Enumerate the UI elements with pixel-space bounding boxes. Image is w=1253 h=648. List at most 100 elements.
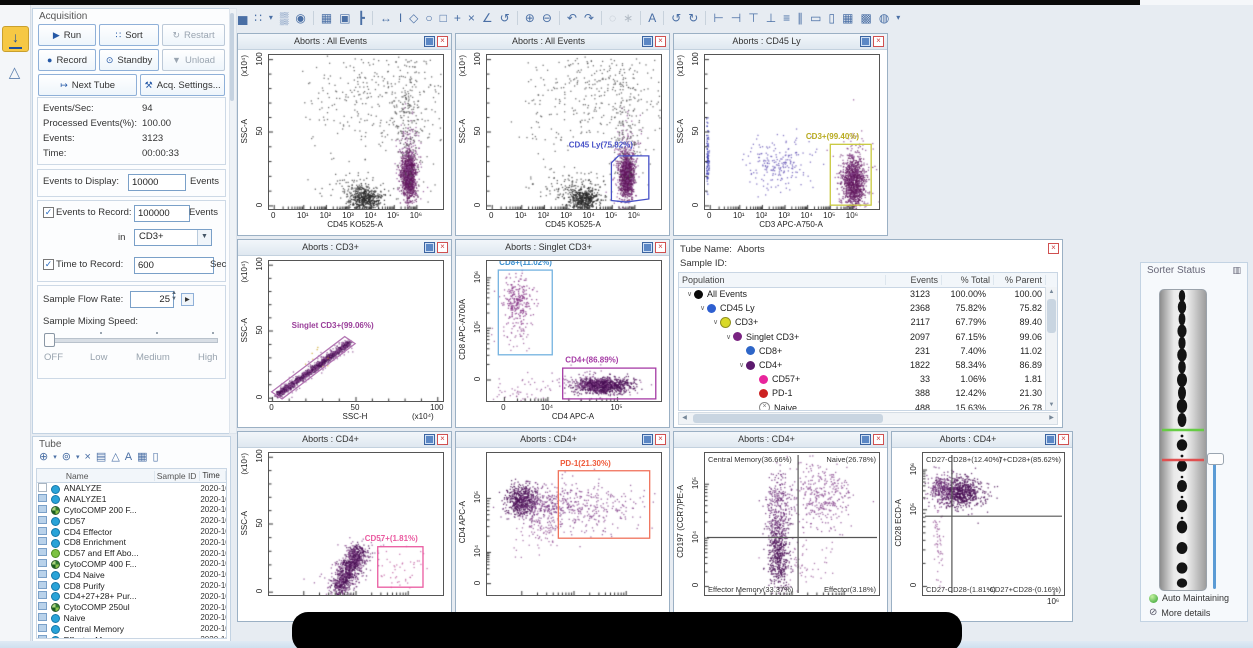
events-to-display-input[interactable] [128, 174, 186, 191]
undo-icon[interactable]: ↺ [671, 11, 682, 25]
view-forward-icon[interactable]: ↷ [583, 11, 594, 25]
tube-row[interactable]: ANALYZE1 2020-10- [37, 494, 226, 505]
tube-row[interactable]: ANALYZE 2020-10- [37, 482, 226, 494]
mixing-speed-slider-track[interactable] [46, 338, 218, 343]
hscroll-thumb[interactable] [693, 414, 883, 423]
analysis-mode-button[interactable]: △ [2, 62, 27, 86]
scatter-canvas[interactable] [487, 261, 661, 401]
tube-row[interactable]: CD57 and Eff Abo... 2020-10- [37, 548, 226, 559]
duplicate-tube-icon[interactable]: ⊚ [61, 451, 71, 463]
population-row[interactable]: ∨ CD3+ 2117 67.79% 89.40 [679, 315, 1046, 329]
plot-header[interactable]: Aborts : CD45 Ly × [674, 34, 887, 50]
drop-delay-slider-handle[interactable] [1207, 453, 1224, 465]
mixing-speed-slider-thumb[interactable] [44, 333, 55, 347]
dock-icon[interactable]: ▥ [1232, 265, 1241, 275]
scatter-canvas[interactable] [269, 453, 443, 595]
range-gate-icon[interactable]: ↔ [379, 11, 392, 25]
gate-polygon[interactable] [270, 335, 357, 400]
time-to-record-input[interactable] [134, 257, 214, 274]
tube-row[interactable]: Effector Memory 2020-10- [37, 634, 226, 638]
maximize-icon[interactable] [860, 36, 871, 47]
zoom-out-icon[interactable]: ⊖ [541, 11, 552, 25]
distribute-v-icon[interactable]: ≡ [783, 11, 791, 25]
expand-arrow-icon[interactable]: ∨ [725, 333, 732, 341]
compensation-icon[interactable]: ▦ [137, 451, 148, 463]
close-icon[interactable]: × [1048, 243, 1059, 254]
gate-rect[interactable] [829, 143, 872, 206]
plot-header[interactable]: Aborts : CD3+ × [238, 240, 451, 256]
next-tube-button[interactable]: ↦ Next Tube [38, 74, 138, 96]
close-icon[interactable]: × [655, 242, 666, 253]
population-row[interactable]: PD-1 388 12.42% 21.30 [679, 386, 1046, 400]
plot-area[interactable]: Central Memory(36.66%) Naive(26.78%) Effec… [704, 452, 880, 596]
ellipse-gate-icon[interactable]: ○ [425, 11, 433, 25]
align-right-icon[interactable]: ⊣ [730, 11, 742, 25]
scroll-up-icon[interactable]: ▲ [1048, 289, 1055, 295]
time-to-record-checkbox[interactable]: ✓ [43, 259, 54, 270]
stats-table-icon[interactable]: ▦ [320, 11, 333, 25]
col-events[interactable]: Events [886, 275, 942, 285]
polygon-gate-icon[interactable]: ◇ [409, 11, 419, 25]
close-icon[interactable]: × [873, 36, 884, 47]
plot-header[interactable]: Aborts : CD4+ × [456, 432, 669, 448]
histogram-plot-icon[interactable]: ▅ [238, 11, 248, 25]
contour-plot-icon[interactable]: ◉ [295, 11, 306, 25]
align-top-icon[interactable]: ⊤ [748, 11, 759, 25]
plot-area[interactable]: CD57+(1.81%) [268, 452, 444, 596]
population-row[interactable]: ∨ CD4+ 1822 58.34% 86.89 [679, 358, 1046, 372]
events-to-record-checkbox[interactable]: ✓ [43, 207, 54, 218]
scatter-canvas[interactable] [705, 55, 879, 209]
scatter-canvas[interactable] [487, 453, 661, 595]
maximize-icon[interactable] [1045, 434, 1056, 445]
align-left-icon[interactable]: ⊢ [713, 11, 724, 25]
tube-row[interactable]: Naive 2020-10- [37, 612, 226, 624]
acq-settings-button[interactable]: ⚒ Acq. Settings... [140, 74, 225, 96]
population-row[interactable]: CD8+ 231 7.40% 11.02 [679, 344, 1046, 358]
tube-checkbox[interactable] [38, 482, 48, 492]
tube-row[interactable]: CytoCOMP 400 F... 2020-10- [37, 558, 226, 570]
gate-polygon[interactable] [610, 155, 650, 203]
plot-area[interactable]: PD-1(21.30%) [486, 452, 662, 596]
scroll-right-icon[interactable]: ▶ [1049, 415, 1054, 421]
free-gate-icon[interactable]: × [467, 11, 475, 25]
plot-area[interactable]: CD27-CD28+(12.40%) 7+CD28+(85.62%) CD27-CD… [922, 452, 1065, 596]
rotate-gate-icon[interactable]: ↺ [499, 11, 510, 25]
tube-row[interactable]: CD8 Purify 2020-10- [37, 580, 226, 591]
align-bottom-icon[interactable]: ⊥ [765, 11, 777, 25]
rename-tube-icon[interactable]: A [124, 450, 133, 463]
tube-col-name[interactable]: Name [64, 470, 155, 481]
gate-rect[interactable] [377, 546, 424, 588]
events-to-record-input[interactable] [134, 205, 190, 222]
redo-icon[interactable]: ↻ [688, 11, 699, 25]
maximize-icon[interactable] [424, 36, 435, 47]
scatter-canvas[interactable] [269, 55, 443, 209]
plot-header[interactable]: Aborts : All Events × [456, 34, 669, 50]
hierarchy-view-icon[interactable]: ┣ [357, 11, 365, 25]
population-row[interactable]: ∨ CD45 Ly 2368 75.82% 75.82 [679, 301, 1046, 315]
report-icon[interactable]: ▯ [152, 451, 159, 463]
interval-gate-icon[interactable]: I [398, 11, 403, 25]
auto-layout-icon[interactable]: ▩ [860, 11, 872, 25]
sort-button[interactable]: ∷ Sort [99, 24, 160, 46]
scatter-canvas[interactable] [923, 453, 1064, 595]
plot-type-menu-icon[interactable]: ▾ [268, 13, 273, 22]
close-icon[interactable]: × [437, 36, 448, 47]
close-icon[interactable]: × [437, 434, 448, 445]
layout-menu-icon[interactable]: ▾ [896, 13, 901, 22]
rectangle-gate-icon[interactable]: □ [439, 11, 447, 25]
record-button[interactable]: ● Record [38, 49, 97, 71]
acquisition-mode-button[interactable]: ↓ [2, 26, 29, 52]
plot-area[interactable] [268, 54, 444, 210]
close-icon[interactable]: × [873, 434, 884, 445]
standby-button[interactable]: ⊙ Standby [99, 49, 160, 71]
quadrant-gate-icon[interactable]: + [453, 11, 461, 25]
tube-row[interactable]: CD4 Effector 2020-10- [37, 526, 226, 537]
text-label-icon[interactable]: A [648, 11, 657, 25]
tube-col-time[interactable]: Time [200, 471, 226, 480]
open-datafile-icon[interactable]: ▤ [95, 451, 107, 463]
plot-area[interactable]: CD45 Ly(75.82%) [486, 54, 662, 210]
dot-plot-icon[interactable]: ∷ [254, 11, 262, 25]
plot-header[interactable]: Aborts : CD4+ × [892, 432, 1072, 448]
close-icon[interactable]: × [437, 242, 448, 253]
col-parent[interactable]: % Parent [994, 275, 1046, 285]
